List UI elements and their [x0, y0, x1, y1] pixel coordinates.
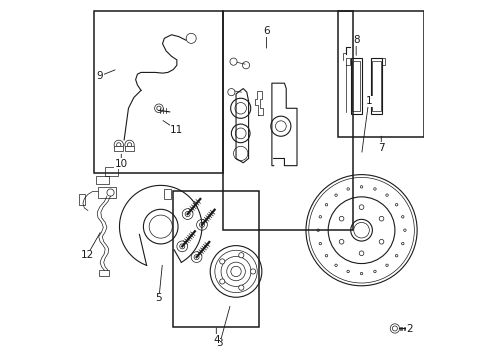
- Circle shape: [351, 219, 372, 241]
- Bar: [372, 61, 381, 111]
- Text: 12: 12: [80, 250, 94, 260]
- Circle shape: [386, 264, 388, 266]
- Circle shape: [231, 266, 241, 276]
- Bar: [351, 58, 362, 114]
- Circle shape: [386, 194, 388, 196]
- Text: 9: 9: [97, 71, 103, 81]
- Text: 8: 8: [353, 35, 360, 45]
- Text: 3: 3: [217, 338, 223, 348]
- Text: 11: 11: [170, 125, 183, 135]
- Circle shape: [402, 242, 404, 245]
- Text: 10: 10: [115, 159, 128, 169]
- Circle shape: [220, 279, 225, 284]
- Bar: [338, 12, 424, 137]
- Circle shape: [239, 285, 244, 290]
- Circle shape: [191, 252, 202, 262]
- Bar: [79, 194, 85, 205]
- Text: 5: 5: [156, 293, 162, 303]
- Bar: [98, 187, 116, 198]
- Circle shape: [317, 229, 319, 231]
- Bar: [223, 12, 353, 230]
- Circle shape: [359, 205, 364, 210]
- Circle shape: [319, 216, 321, 218]
- Bar: [125, 146, 134, 151]
- Text: 6: 6: [263, 26, 270, 36]
- Circle shape: [319, 242, 321, 245]
- Circle shape: [325, 203, 328, 206]
- Circle shape: [335, 264, 337, 266]
- Bar: [105, 167, 118, 176]
- Text: 7: 7: [378, 143, 385, 153]
- Bar: [96, 176, 109, 184]
- Circle shape: [239, 253, 244, 258]
- Circle shape: [347, 188, 349, 190]
- Circle shape: [339, 239, 344, 244]
- Circle shape: [360, 186, 363, 188]
- Bar: [114, 146, 123, 151]
- Text: 2: 2: [407, 324, 413, 334]
- Circle shape: [182, 209, 193, 220]
- Bar: [164, 189, 171, 199]
- Bar: [95, 12, 223, 173]
- Circle shape: [325, 255, 328, 257]
- Circle shape: [402, 216, 404, 218]
- Circle shape: [360, 272, 363, 275]
- Circle shape: [227, 262, 245, 281]
- Circle shape: [339, 216, 344, 221]
- Bar: [173, 191, 259, 327]
- Circle shape: [177, 241, 188, 252]
- Circle shape: [250, 269, 256, 274]
- Circle shape: [220, 259, 225, 264]
- Text: 1: 1: [366, 96, 372, 106]
- Circle shape: [335, 194, 337, 196]
- Circle shape: [359, 251, 364, 256]
- Circle shape: [395, 255, 398, 257]
- Circle shape: [404, 229, 406, 231]
- Circle shape: [379, 216, 384, 221]
- Circle shape: [196, 220, 207, 230]
- Text: 4: 4: [213, 334, 220, 345]
- Circle shape: [379, 239, 384, 244]
- Bar: [352, 61, 360, 111]
- Circle shape: [347, 270, 349, 273]
- Circle shape: [395, 203, 398, 206]
- Bar: [98, 270, 109, 276]
- Circle shape: [374, 188, 376, 190]
- Circle shape: [374, 270, 376, 273]
- Bar: [370, 58, 382, 114]
